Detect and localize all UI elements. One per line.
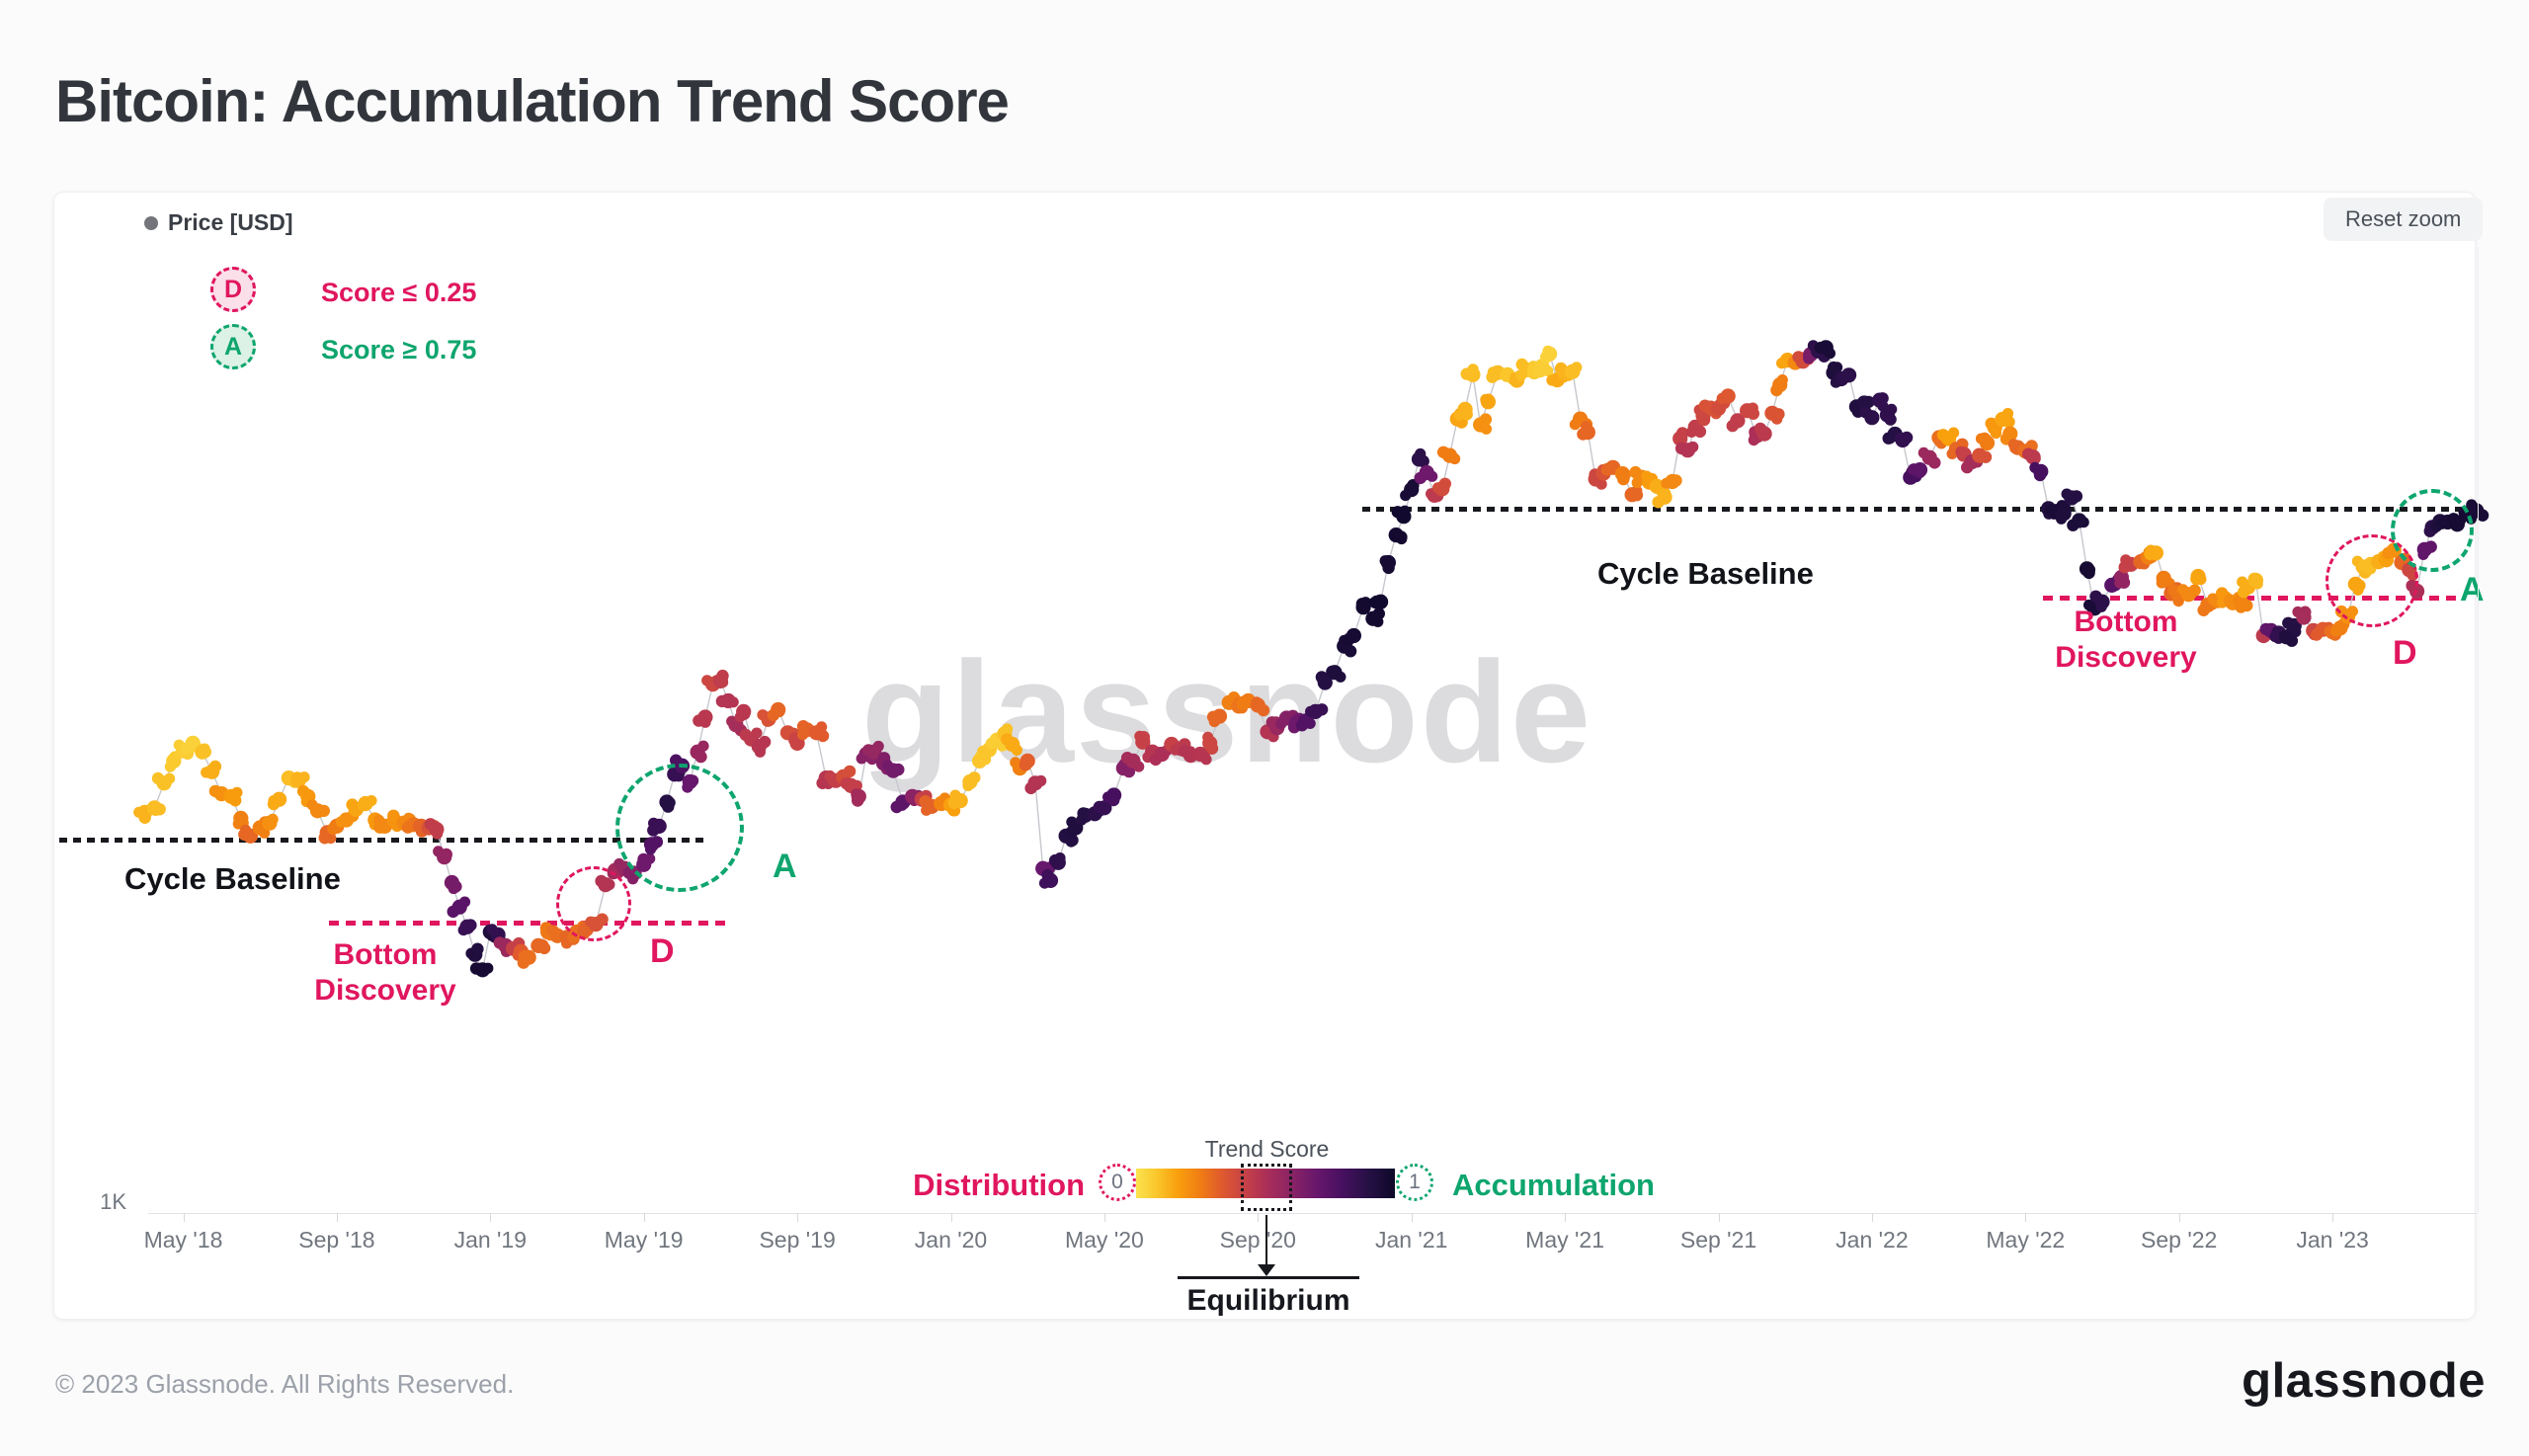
reset-zoom-button[interactable]: Reset zoom xyxy=(2324,198,2484,241)
trend-score-gradient-bar xyxy=(1136,1169,1395,1198)
plot-right-border xyxy=(2478,247,2479,1213)
x-axis-label: May '20 xyxy=(1064,1227,1144,1253)
x-axis-tick xyxy=(490,1213,492,1222)
x-axis-label: Jan '19 xyxy=(453,1227,528,1253)
x-axis-line xyxy=(148,1213,2478,1214)
distribution-legend-badge: D xyxy=(210,267,256,312)
x-axis-label: Sep '21 xyxy=(1679,1227,1757,1253)
cycle-baseline-label-2018: Cycle Baseline xyxy=(124,861,341,896)
accumulation-circle-2019 xyxy=(615,764,744,892)
x-axis-tick xyxy=(1103,1213,1105,1222)
accumulation-legend-label: Score ≥ 0.75 xyxy=(321,335,477,364)
cycle-baseline-line-2022 xyxy=(1362,507,2471,512)
equilibrium-highlight-rect xyxy=(1241,1164,1292,1211)
equilibrium-label: Equilibrium xyxy=(1178,1276,1359,1318)
x-axis-label: Jan '21 xyxy=(1374,1227,1448,1253)
x-axis-tick xyxy=(1871,1213,1873,1222)
a-marker-2023: A xyxy=(2460,571,2485,608)
equilibrium-arrow-head-icon xyxy=(1258,1264,1275,1276)
copyright-text: © 2023 Glassnode. All Rights Reserved. xyxy=(55,1369,515,1399)
score-one-badge: 1 xyxy=(1396,1164,1433,1201)
x-axis-label: May '22 xyxy=(1986,1227,2066,1253)
page-title: Bitcoin: Accumulation Trend Score xyxy=(55,68,1010,135)
distribution-circle-2019 xyxy=(556,866,631,941)
series-legend-label: Price [USD] xyxy=(168,209,293,235)
bottom-discovery-label-2018: Bottom Discovery xyxy=(314,938,456,1007)
series-dot-icon xyxy=(144,215,158,230)
x-axis-tick xyxy=(2332,1213,2334,1222)
x-axis-tick xyxy=(643,1213,645,1222)
x-axis-tick xyxy=(1565,1213,1567,1222)
x-axis-tick xyxy=(1258,1213,1260,1222)
x-axis-tick xyxy=(797,1213,799,1222)
x-axis-tick xyxy=(2025,1213,2027,1222)
x-axis-label: May '21 xyxy=(1525,1227,1605,1253)
trend-score-title: Trend Score xyxy=(1204,1136,1330,1162)
accumulation-legend-badge: A xyxy=(210,324,256,369)
accumulation-circle-2023 xyxy=(2391,489,2474,572)
glassnode-logo: glassnode xyxy=(2242,1354,2486,1408)
cycle-baseline-line-2018 xyxy=(59,838,709,843)
x-axis-label: May '19 xyxy=(604,1227,684,1253)
cycle-baseline-label-2022: Cycle Baseline xyxy=(1597,556,1814,591)
distribution-axis-label: Distribution xyxy=(913,1168,1085,1202)
glassnode-watermark: glassnode xyxy=(861,631,1593,792)
x-axis-tick xyxy=(1411,1213,1413,1222)
accumulation-axis-label: Accumulation xyxy=(1452,1168,1655,1202)
x-axis-label: Sep '19 xyxy=(759,1227,836,1253)
d-marker-2019: D xyxy=(650,932,675,970)
x-axis-tick xyxy=(336,1213,338,1222)
series-legend[interactable]: Price [USD] xyxy=(144,209,293,236)
bottom-discovery-line-2018 xyxy=(329,921,728,926)
distribution-circle-2023 xyxy=(2325,534,2418,627)
x-axis-label: Jan '20 xyxy=(914,1227,988,1253)
score-zero-badge: 0 xyxy=(1099,1164,1136,1201)
bottom-discovery-label-2022: Bottom Discovery xyxy=(2055,606,2197,674)
x-axis-label: Jan '22 xyxy=(1836,1227,1909,1253)
x-axis-label: Jan '23 xyxy=(2296,1227,2369,1253)
x-axis-label: Sep '22 xyxy=(2141,1227,2218,1253)
x-axis-tick xyxy=(1718,1213,1720,1222)
distribution-legend-label: Score ≤ 0.25 xyxy=(321,278,477,307)
x-axis-label: Sep '20 xyxy=(1219,1227,1296,1253)
a-marker-2019: A xyxy=(773,848,797,885)
equilibrium-arrow xyxy=(1265,1215,1267,1266)
x-axis-tick xyxy=(183,1213,185,1222)
x-axis-label: Sep '18 xyxy=(298,1227,375,1253)
x-axis-label: May '18 xyxy=(143,1227,223,1253)
y-axis-label-1k: 1K xyxy=(100,1189,126,1214)
x-axis-tick xyxy=(2178,1213,2180,1222)
x-axis-tick xyxy=(950,1213,952,1222)
d-marker-2023: D xyxy=(2393,634,2417,672)
